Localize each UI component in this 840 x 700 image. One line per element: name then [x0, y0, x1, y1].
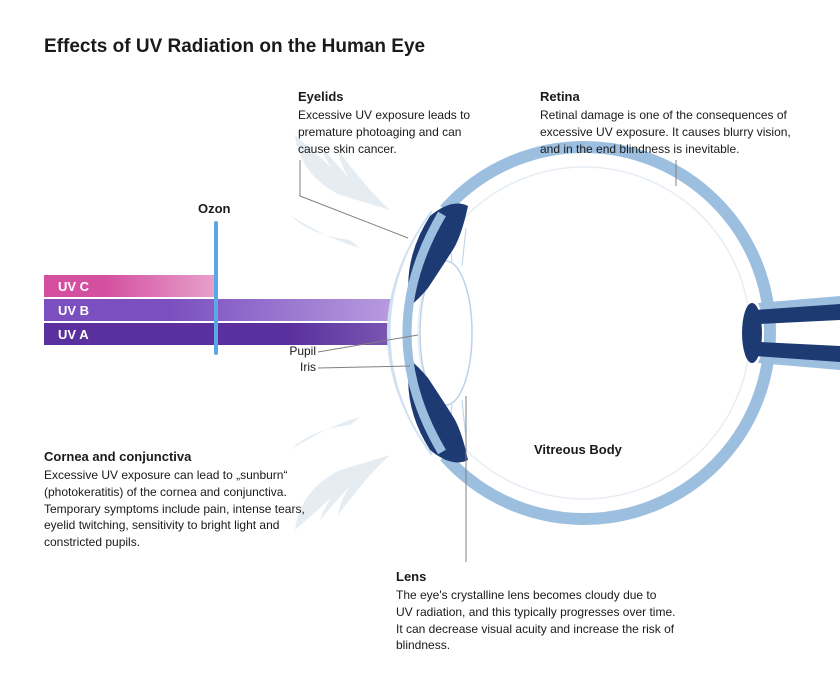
callout-title: Eyelids — [298, 89, 490, 104]
pupil-label: Pupil — [282, 344, 316, 358]
callout-title: Cornea and conjunctiva — [44, 449, 324, 464]
callout-body: The eye's crystalline lens becomes cloud… — [396, 587, 676, 654]
eyeball-outer — [398, 147, 770, 519]
callout-title: Retina — [540, 89, 802, 104]
callout-title: Lens — [396, 569, 676, 584]
callout-lens: Lens The eye's crystalline lens becomes … — [396, 569, 676, 654]
callout-body: Excessive UV exposure can lead to „sunbu… — [44, 467, 324, 551]
optic-nerve — [742, 296, 840, 370]
vitreous-label: Vitreous Body — [534, 442, 622, 457]
callout-cornea: Cornea and conjunctiva Excessive UV expo… — [44, 449, 324, 551]
callout-body: Excessive UV exposure leads to premature… — [298, 107, 490, 157]
iris-label: Iris — [282, 360, 316, 374]
callout-eyelids: Eyelids Excessive UV exposure leads to p… — [298, 89, 490, 157]
callout-body: Retinal damage is one of the consequence… — [540, 107, 802, 157]
callout-retina: Retina Retinal damage is one of the cons… — [540, 89, 802, 157]
